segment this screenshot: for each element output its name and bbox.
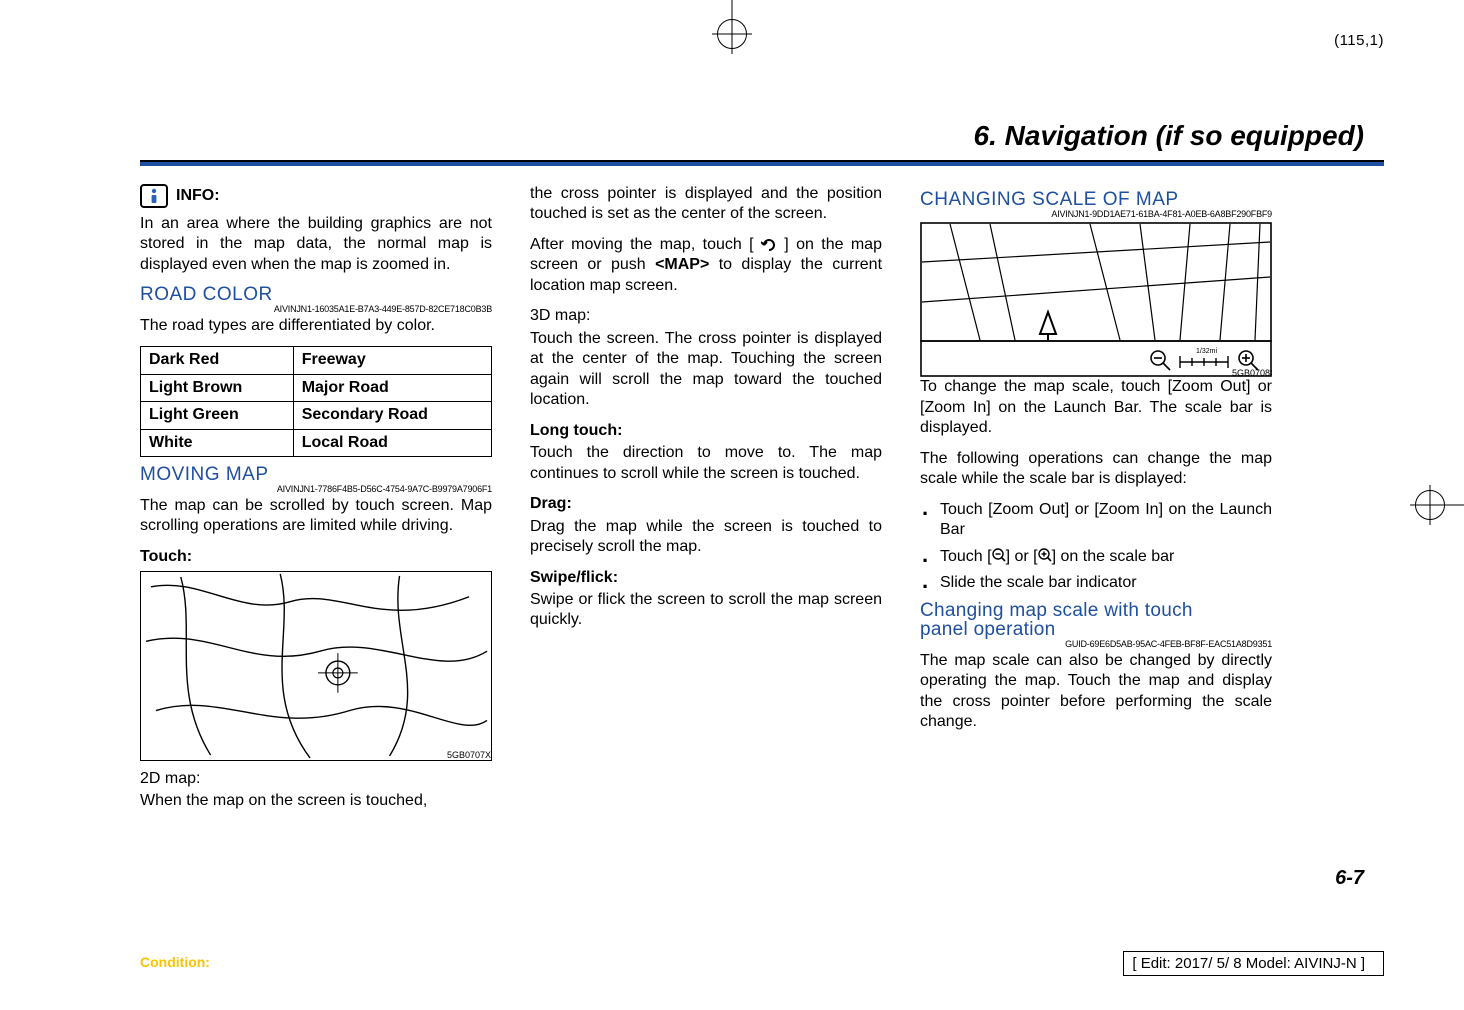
list-item: Touch [] or [] on the scale bar <box>920 547 1272 567</box>
table-row: Dark RedFreeway <box>141 347 492 374</box>
scale-bullet-list: Touch [Zoom Out] or [Zoom In] on the Lau… <box>920 500 1272 594</box>
touch-scale-heading-line1: Changing map scale with touch <box>920 600 1272 622</box>
info-body: In an area where the building graphics a… <box>140 214 492 275</box>
moving-map-heading: MOVING MAP <box>140 465 492 486</box>
swipe-heading: Swipe/flick: <box>530 568 882 588</box>
zoom-in-icon <box>1038 548 1052 564</box>
condition-label: Condition: <box>140 954 210 970</box>
registration-mark-right <box>1404 477 1464 533</box>
list-item: Touch [Zoom Out] or [Zoom In] on the Lau… <box>920 500 1272 541</box>
figure-scale: 1/32mi 5GB0708X <box>920 222 1272 377</box>
figure-code-1: 5GB0707X <box>445 750 492 761</box>
map3d-body: Touch the screen. The cross pointer is d… <box>530 329 882 411</box>
page-number: 6-7 <box>1335 867 1364 890</box>
road-color-table: Dark RedFreewayLight BrownMajor RoadLigh… <box>140 346 492 457</box>
map-button-ref: <MAP> <box>655 256 709 273</box>
svg-text:1/32mi: 1/32mi <box>1196 348 1217 355</box>
sheet-code: (115,1) <box>1334 32 1384 49</box>
drag-heading: Drag: <box>530 494 882 514</box>
long-touch-heading: Long touch: <box>530 421 882 441</box>
col2-p1: the cross pointer is displayed and the p… <box>530 184 882 225</box>
chapter-rule <box>140 160 1384 166</box>
road-color-intro: The road types are differentiated by col… <box>140 316 492 336</box>
info-label: INFO: <box>176 186 220 206</box>
map2d-label: 2D map: <box>140 769 492 789</box>
road-color-guid: AIVINJN1-16035A1E-B7A3-449E-857D-82CE718… <box>140 304 492 316</box>
edit-info-box: [ Edit: 2017/ 5/ 8 Model: AIVINJ-N ] <box>1123 951 1384 976</box>
list-item: Slide the scale bar indicator <box>920 573 1272 593</box>
column-1: INFO: In an area where the building grap… <box>140 184 492 812</box>
touch-scale-guid: GUID-69E6D5AB-95AC-4FEB-BF8F-EAC51A8D935… <box>920 639 1272 651</box>
chapter-title: 6. Navigation (if so equipped) <box>974 120 1364 152</box>
figure-2d-map: 5GB0707X <box>140 571 492 761</box>
col2-p2: After moving the map, touch [ ] on the m… <box>530 235 882 296</box>
scale-heading: CHANGING SCALE OF MAP <box>920 190 1272 211</box>
touch-scale-body: The map scale can also be changed by dir… <box>920 651 1272 733</box>
p2a: After moving the map, touch [ <box>530 236 754 253</box>
road-color-heading: ROAD COLOR <box>140 285 492 306</box>
map3d-label: 3D map: <box>530 306 882 326</box>
info-icon <box>140 184 168 208</box>
swipe-body: Swipe or flick the screen to scroll the … <box>530 590 882 631</box>
table-cell: Secondary Road <box>293 402 491 429</box>
table-cell: Major Road <box>293 374 491 401</box>
svg-text:5GB0708X: 5GB0708X <box>1232 368 1272 377</box>
page: (115,1) 6. Navigation (if so equipped) I… <box>0 0 1464 1010</box>
drag-body: Drag the map while the screen is touched… <box>530 517 882 558</box>
table-cell: Light Brown <box>141 374 294 401</box>
moving-map-body: The map can be scrolled by touch screen.… <box>140 496 492 537</box>
long-touch-body: Touch the direction to move to. The map … <box>530 443 882 484</box>
table-row: WhiteLocal Road <box>141 429 492 456</box>
registration-mark-top <box>704 0 760 60</box>
content-columns: INFO: In an area where the building grap… <box>140 184 1384 812</box>
map2d-body: When the map on the screen is touched, <box>140 791 492 811</box>
touch-scale-heading-line2: panel operation <box>920 619 1272 641</box>
info-row: INFO: <box>140 184 492 208</box>
table-cell: Light Green <box>141 402 294 429</box>
table-cell: Dark Red <box>141 347 294 374</box>
column-3: CHANGING SCALE OF MAP AIVINJN1-9DD1AE71-… <box>920 184 1272 812</box>
table-cell: Local Road <box>293 429 491 456</box>
table-cell: Freeway <box>293 347 491 374</box>
zoom-out-icon <box>992 548 1006 564</box>
table-cell: White <box>141 429 294 456</box>
scale-body-1: To change the map scale, touch [Zoom Out… <box>920 377 1272 438</box>
back-arrow-icon <box>761 237 777 251</box>
table-row: Light GreenSecondary Road <box>141 402 492 429</box>
scale-body-2: The following operations can change the … <box>920 449 1272 490</box>
column-2: the cross pointer is displayed and the p… <box>530 184 882 812</box>
table-row: Light BrownMajor Road <box>141 374 492 401</box>
touch-heading: Touch: <box>140 547 492 567</box>
